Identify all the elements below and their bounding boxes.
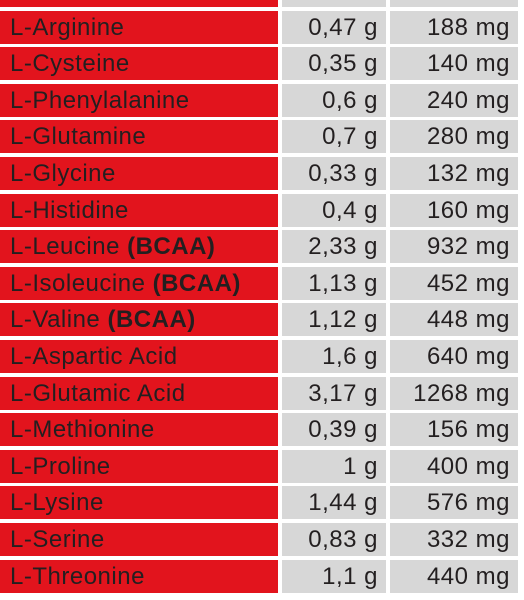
grams-cell: 0,7 g (282, 120, 386, 154)
amino-acid-name-cell: L-Methionine (0, 413, 278, 447)
amino-acid-name-cell: L-Histidine (0, 193, 278, 227)
amino-acid-name: L-Cysteine (10, 50, 130, 78)
milligrams-cell: 240 mg (390, 83, 518, 117)
amino-acid-name: L-Serine (10, 525, 105, 553)
amino-acid-name: L-Phenylalanine (10, 86, 190, 114)
milligrams-cell: 576 mg (390, 486, 518, 520)
milligrams-cell: 280 mg (390, 120, 518, 154)
amino-acid-name-cell: L-Glycine (0, 156, 278, 190)
grams-cell: 1,1 g (282, 559, 386, 593)
amino-acid-name: L-Isoleucine (10, 269, 146, 297)
amino-acid-name-cell: L-Proline (0, 449, 278, 483)
milligrams-cell: 140 mg (390, 47, 518, 81)
grams-cell: 3,17 g (282, 376, 386, 410)
grams-cell: 0,35 g (282, 47, 386, 81)
milligrams-cell: 932 mg (390, 230, 518, 264)
cut-row-cell (282, 0, 386, 7)
grams-cell: 1 g (282, 449, 386, 483)
milligrams-cell: 452 mg (390, 266, 518, 300)
milligrams-cell: 640 mg (390, 339, 518, 373)
amino-acid-name: L-Proline (10, 452, 111, 480)
amino-acid-name-cell: L-Leucine (BCAA) (0, 230, 278, 264)
milligrams-cell: 440 mg (390, 559, 518, 593)
bcaa-tag: (BCAA) (127, 233, 216, 261)
grams-cell: 0,6 g (282, 83, 386, 117)
milligrams-cell: 448 mg (390, 303, 518, 337)
milligrams-cell: 400 mg (390, 449, 518, 483)
grams-cell: 0,33 g (282, 156, 386, 190)
grams-cell: 0,4 g (282, 193, 386, 227)
bcaa-tag: (BCAA) (107, 306, 196, 334)
amino-acid-name-cell: L-Phenylalanine (0, 83, 278, 117)
amino-acid-name: L-Lysine (10, 489, 104, 517)
amino-acid-name-cell: L-Valine (BCAA) (0, 303, 278, 337)
grams-cell: 0,47 g (282, 10, 386, 44)
amino-acid-name-cell: L-Glutamic Acid (0, 376, 278, 410)
grams-cell: 1,12 g (282, 303, 386, 337)
cut-row-cell (390, 0, 518, 7)
amino-acid-name: L-Glutamine (10, 123, 147, 151)
milligrams-cell: 332 mg (390, 522, 518, 556)
amino-acid-name-cell: L-Aspartic Acid (0, 339, 278, 373)
amino-acid-name-cell: L-Glutamine (0, 120, 278, 154)
grams-cell: 0,83 g (282, 522, 386, 556)
cut-row-cell (0, 0, 278, 7)
milligrams-cell: 156 mg (390, 413, 518, 447)
amino-acid-name-cell: L-Threonine (0, 559, 278, 593)
amino-acid-name-cell: L-Isoleucine (BCAA) (0, 266, 278, 300)
amino-acid-name: L-Arginine (10, 13, 125, 41)
amino-acid-name-cell: L-Serine (0, 522, 278, 556)
amino-acid-name: L-Aspartic Acid (10, 342, 178, 370)
amino-acid-name: L-Methionine (10, 416, 155, 444)
amino-acid-name-cell: L-Lysine (0, 486, 278, 520)
grams-cell: 0,39 g (282, 413, 386, 447)
amino-acid-name: L-Glycine (10, 159, 116, 187)
grams-cell: 2,33 g (282, 230, 386, 264)
amino-acid-name-cell: L-Cysteine (0, 47, 278, 81)
milligrams-cell: 160 mg (390, 193, 518, 227)
grams-cell: 1,6 g (282, 339, 386, 373)
amino-acid-name: L-Leucine (10, 233, 120, 261)
milligrams-cell: 1268 mg (390, 376, 518, 410)
milligrams-cell: 188 mg (390, 10, 518, 44)
amino-acid-name: L-Threonine (10, 562, 145, 590)
bcaa-tag: (BCAA) (152, 269, 241, 297)
amino-acid-name: L-Histidine (10, 196, 129, 224)
amino-acid-name: L-Valine (10, 306, 101, 334)
grams-cell: 1,13 g (282, 266, 386, 300)
milligrams-cell: 132 mg (390, 156, 518, 190)
amino-acid-name: L-Glutamic Acid (10, 379, 186, 407)
grams-cell: 1,44 g (282, 486, 386, 520)
amino-acid-name-cell: L-Arginine (0, 10, 278, 44)
